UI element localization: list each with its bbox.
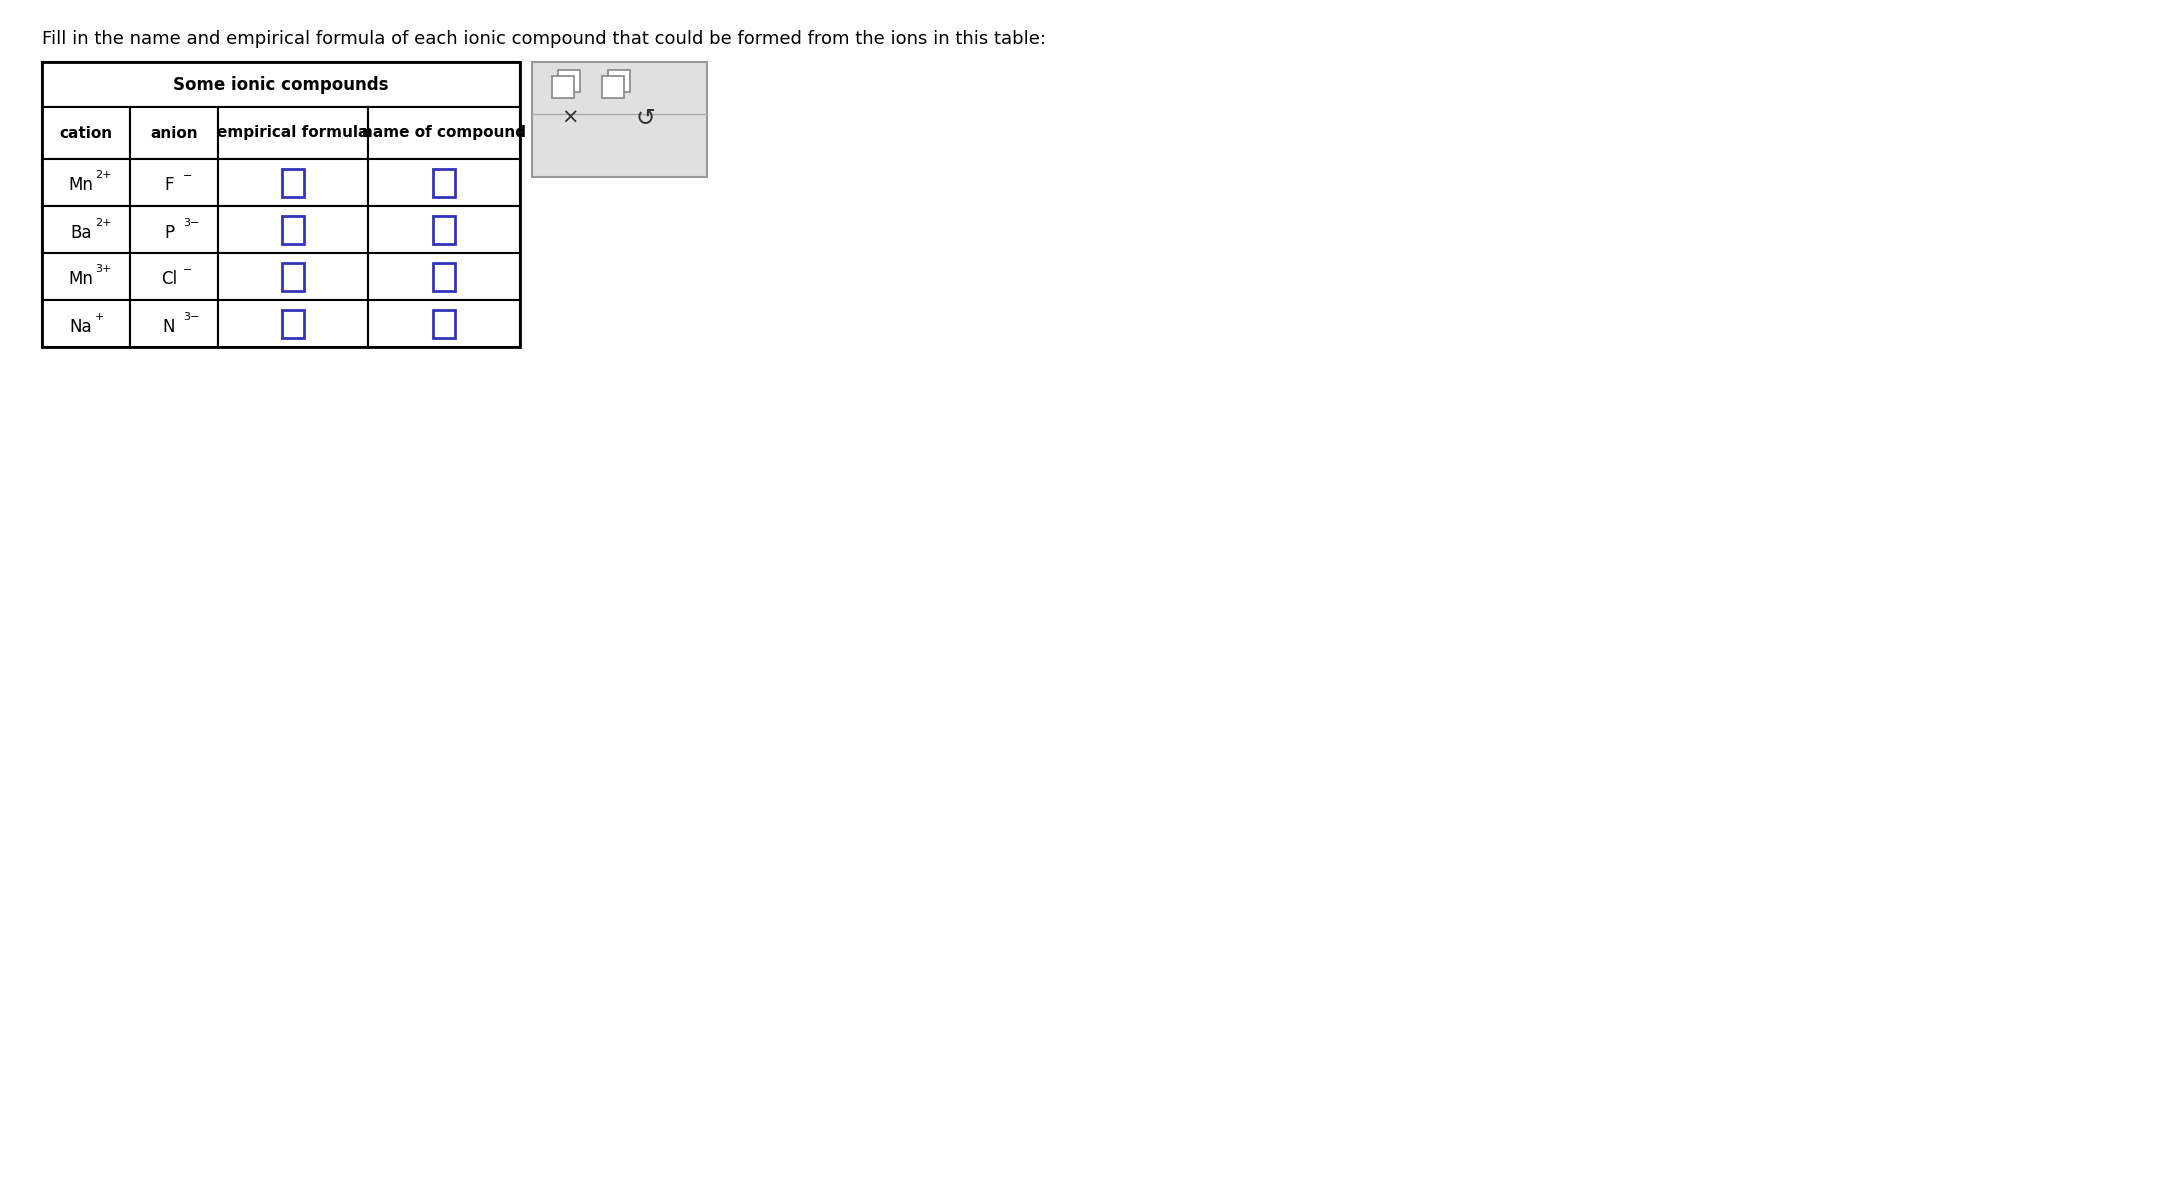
Bar bbox=[432, 262, 456, 290]
Text: name of compound: name of compound bbox=[362, 125, 526, 141]
Text: N: N bbox=[164, 318, 175, 336]
Text: cation: cation bbox=[59, 125, 113, 141]
Bar bbox=[131, 107, 218, 159]
Text: F: F bbox=[164, 177, 175, 195]
Bar bbox=[369, 107, 519, 159]
Bar bbox=[131, 159, 218, 206]
Bar bbox=[432, 169, 456, 196]
Bar bbox=[559, 70, 580, 92]
Bar bbox=[369, 159, 519, 206]
Text: −: − bbox=[183, 171, 192, 181]
Bar bbox=[218, 107, 369, 159]
Text: anion: anion bbox=[151, 125, 199, 141]
Text: ↺: ↺ bbox=[635, 106, 655, 130]
Bar bbox=[609, 70, 631, 92]
Text: Fill in the name and empirical formula of each ionic compound that could be form: Fill in the name and empirical formula o… bbox=[41, 30, 1045, 48]
Bar bbox=[281, 309, 303, 337]
Text: Cl: Cl bbox=[161, 271, 177, 289]
Bar bbox=[602, 76, 624, 98]
Bar bbox=[41, 206, 131, 253]
Bar bbox=[218, 206, 369, 253]
Bar bbox=[218, 253, 369, 300]
Text: +: + bbox=[96, 312, 105, 321]
Text: empirical formula: empirical formula bbox=[218, 125, 369, 141]
Bar bbox=[369, 253, 519, 300]
Text: 3−: 3− bbox=[183, 218, 199, 228]
Bar bbox=[218, 159, 369, 206]
Bar bbox=[218, 300, 369, 347]
Text: Mn: Mn bbox=[68, 271, 94, 289]
Bar bbox=[131, 253, 218, 300]
Bar bbox=[432, 216, 456, 243]
Text: P: P bbox=[164, 224, 175, 242]
Bar bbox=[281, 216, 303, 243]
Bar bbox=[281, 169, 303, 196]
Bar bbox=[532, 61, 707, 177]
Bar bbox=[41, 300, 131, 347]
Text: −: − bbox=[183, 265, 192, 275]
Bar bbox=[41, 107, 131, 159]
Bar bbox=[281, 262, 303, 290]
Bar bbox=[369, 206, 519, 253]
Text: Some ionic compounds: Some ionic compounds bbox=[172, 76, 388, 94]
Bar bbox=[131, 206, 218, 253]
Text: 3+: 3+ bbox=[96, 265, 111, 275]
Text: Mn: Mn bbox=[68, 177, 94, 195]
Text: ×: × bbox=[561, 108, 578, 128]
Text: Na: Na bbox=[70, 318, 92, 336]
Bar bbox=[41, 159, 131, 206]
Text: Ba: Ba bbox=[70, 224, 92, 242]
Bar bbox=[41, 61, 519, 347]
Text: 2+: 2+ bbox=[96, 218, 111, 228]
Text: 2+: 2+ bbox=[96, 171, 111, 181]
Bar bbox=[41, 61, 519, 107]
Bar bbox=[131, 300, 218, 347]
Bar bbox=[552, 76, 574, 98]
Bar bbox=[369, 300, 519, 347]
Bar bbox=[41, 253, 131, 300]
Text: 3−: 3− bbox=[183, 312, 199, 321]
Bar bbox=[432, 309, 456, 337]
